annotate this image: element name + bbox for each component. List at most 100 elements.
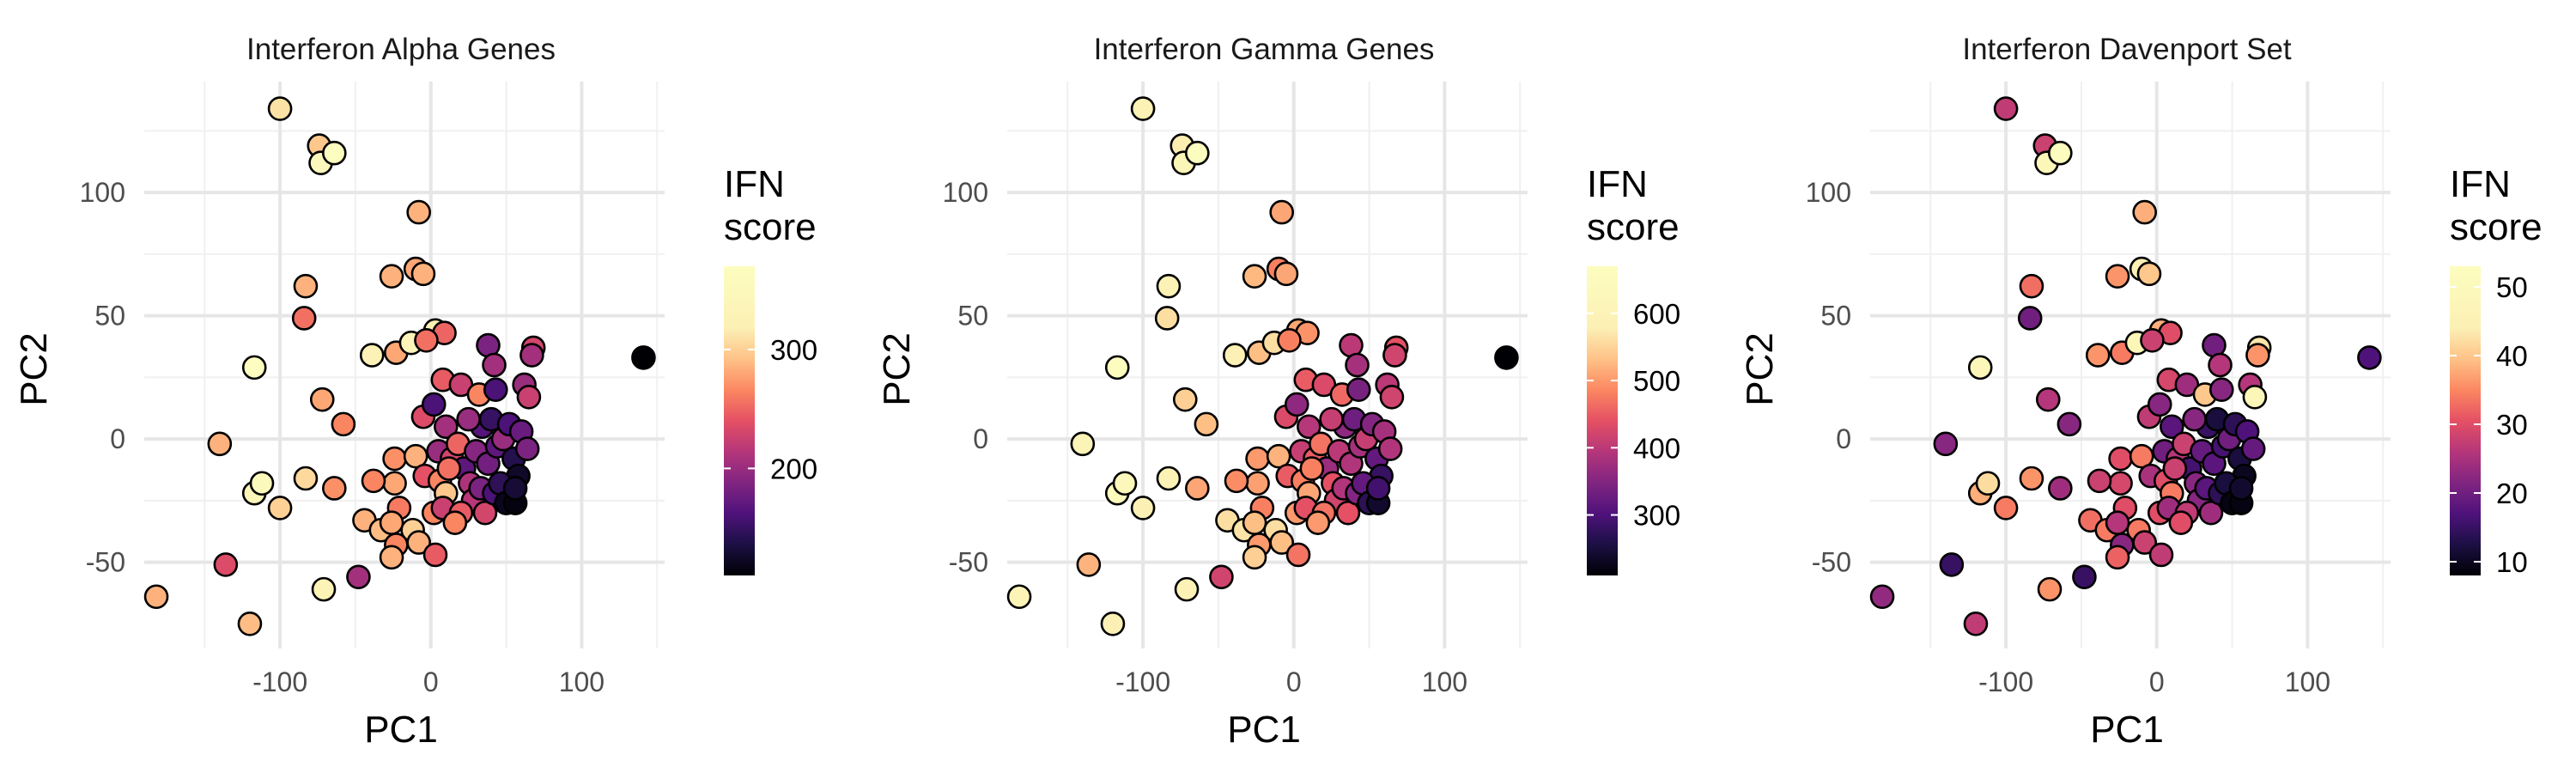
x-tick-label: -100 — [1115, 666, 1170, 697]
data-point — [422, 542, 448, 568]
data-point — [2208, 352, 2233, 378]
data-point — [1993, 96, 2019, 121]
data-point — [1242, 510, 1267, 535]
data-point — [1379, 385, 1405, 410]
data-point — [1222, 343, 1248, 368]
y-tick-label: 50 — [94, 301, 125, 332]
data-point — [1993, 496, 2019, 520]
data-point — [2168, 510, 2194, 535]
colorbar — [2450, 266, 2481, 575]
data-point — [421, 392, 447, 417]
colorbar-tick-label: 600 — [1633, 298, 1680, 330]
data-point — [1869, 584, 1895, 610]
data-point — [403, 443, 428, 469]
legend-title: IFN score — [2450, 163, 2543, 249]
data-point — [2105, 510, 2130, 535]
data-point — [1305, 510, 1331, 535]
data-point — [267, 496, 293, 520]
data-point — [1130, 496, 1156, 520]
data-point — [2136, 261, 2162, 287]
data-point — [442, 510, 468, 535]
chart-title: Interferon Alpha Genes — [246, 33, 556, 66]
data-point — [1319, 406, 1344, 432]
colorbar — [1587, 266, 1618, 575]
colorbar — [724, 266, 755, 575]
data-point — [2160, 414, 2184, 440]
data-point — [361, 468, 386, 494]
data-point — [2087, 468, 2112, 494]
panel-interferon-davenport: -50 0 50 100 -100 0 100 10 20 30 40 50 Interferon D… — [1726, 0, 2576, 773]
data-point — [2147, 392, 2172, 417]
data-point — [1076, 552, 1102, 577]
data-point — [516, 385, 542, 410]
data-point — [2072, 564, 2097, 590]
gridlines — [1870, 82, 2391, 648]
colorbar-tick-label: 40 — [2496, 340, 2528, 372]
legend-title-line: IFN — [724, 163, 785, 205]
y-axis-label: PC2 — [13, 332, 55, 406]
colorbar-tick-label: 200 — [770, 453, 817, 484]
data-point — [2357, 345, 2382, 370]
data-point — [293, 466, 319, 491]
data-point — [207, 431, 233, 457]
panel-interferon-alpha: -50 0 50 100 -100 0 100 200 300 Interferon Alpha… — [0, 0, 859, 773]
x-tick-label: 0 — [2149, 666, 2165, 697]
legend-title-line: score — [1587, 206, 1680, 248]
data-point — [382, 471, 407, 496]
data-point — [237, 612, 263, 636]
y-axis-label: PC2 — [876, 332, 918, 406]
data-point — [1975, 471, 2001, 496]
data-point — [1245, 446, 1270, 472]
legend-title-line: score — [2450, 206, 2543, 248]
data-point — [2228, 476, 2254, 501]
data-point — [241, 355, 267, 380]
data-point — [2105, 545, 2130, 570]
y-tick-label: 50 — [957, 301, 988, 332]
data-point — [631, 345, 656, 370]
data-point — [1100, 612, 1126, 636]
data-point — [1224, 468, 1249, 494]
data-point — [1156, 273, 1182, 299]
legend-title-line: IFN — [2450, 163, 2511, 205]
data-point — [514, 436, 540, 461]
data-point — [1266, 443, 1291, 469]
data-point — [1209, 564, 1234, 590]
y-tick-label: -50 — [949, 547, 988, 578]
data-point — [1297, 414, 1321, 440]
y-axis-label: PC2 — [1739, 332, 1781, 406]
data-point — [1284, 392, 1309, 417]
data-point — [1070, 431, 1096, 457]
data-point — [2148, 542, 2174, 568]
data-point — [1112, 471, 1138, 496]
colorbar-tick-label: 300 — [1633, 500, 1680, 532]
scatter-plot-interferon-alpha: -50 0 50 100 -100 0 100 200 300 — [80, 82, 817, 697]
data-point — [359, 343, 385, 368]
colorbar-tick-label: 400 — [1633, 432, 1680, 464]
data-point — [322, 476, 347, 501]
data-point — [213, 552, 239, 577]
legend-title: IFN score — [1587, 163, 1680, 249]
y-tick-label: -50 — [1812, 547, 1851, 578]
data-point — [1963, 612, 1989, 636]
data-point — [379, 264, 404, 289]
data-point — [2140, 328, 2165, 353]
data-point — [2017, 306, 2043, 331]
data-point — [2182, 406, 2207, 432]
data-point — [2037, 576, 2063, 602]
data-point — [2035, 386, 2061, 412]
data-point — [382, 446, 407, 472]
chart-title: Interferon Davenport Set — [1962, 33, 2292, 66]
data-point — [1172, 386, 1198, 412]
scatter-plot-interferon-gamma: -50 0 50 100 -100 0 100 300 400 500 600 — [943, 82, 1680, 697]
data-point — [2085, 343, 2111, 368]
colorbar-tick-label: 500 — [1633, 365, 1680, 397]
x-tick-label: 100 — [559, 666, 605, 697]
data-point — [1006, 584, 1032, 610]
data-point — [2198, 500, 2224, 526]
data-point — [1377, 436, 1403, 461]
data-point — [436, 456, 462, 481]
data-point — [249, 471, 275, 496]
data-point — [1130, 96, 1156, 121]
data-point — [1269, 199, 1294, 225]
